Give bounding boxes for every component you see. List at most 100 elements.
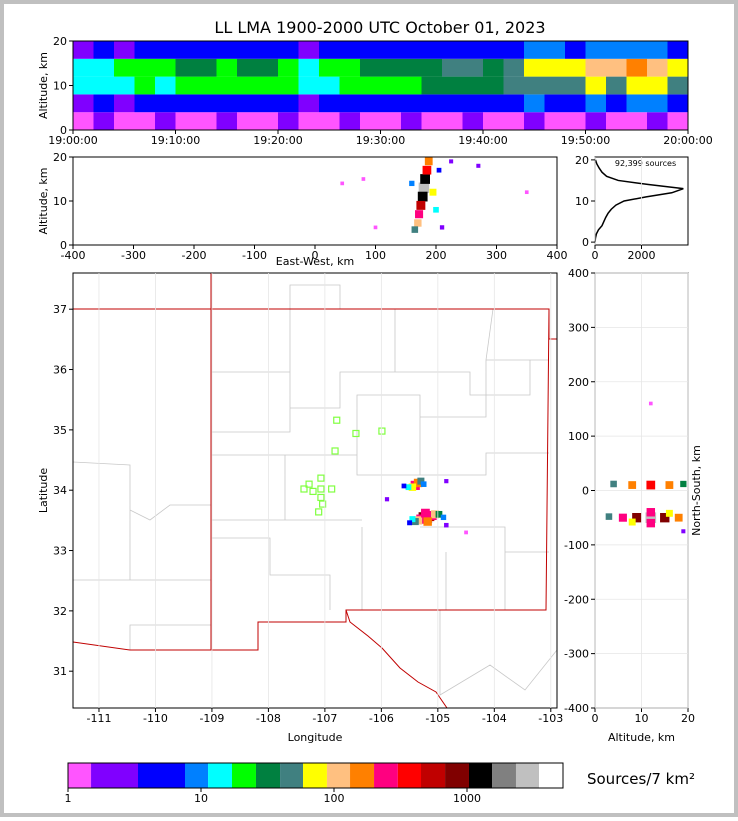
y-tick-label: 37 [53, 303, 67, 316]
source-point [417, 191, 428, 202]
source-point [680, 480, 687, 488]
density-cell [606, 94, 627, 113]
x-tick-label: 19:40:00 [458, 134, 507, 147]
x-tick-label: 400 [547, 249, 568, 262]
colorbar-cell [326, 763, 351, 788]
colorbar-tick-label: 1000 [453, 792, 481, 805]
density-cell [585, 112, 606, 130]
x-tick-label: -400 [61, 249, 86, 262]
x-tick-label: 200 [426, 249, 447, 262]
panel [340, 157, 529, 233]
source-point [433, 206, 439, 213]
station [378, 427, 386, 435]
density-cell [278, 58, 299, 77]
station [352, 429, 360, 438]
panel [605, 401, 687, 534]
colorbar-cell [421, 763, 446, 788]
density-cell [483, 94, 504, 113]
density-cell [278, 41, 299, 59]
source-point [431, 510, 440, 519]
density-cell [524, 58, 545, 77]
density-cell [114, 94, 135, 113]
source-point [646, 508, 656, 517]
density-cell [462, 112, 483, 130]
density-cell [442, 112, 463, 130]
y-tick-label: 31 [53, 665, 67, 678]
density-cell [339, 112, 360, 130]
density-cell [483, 41, 504, 59]
density-cell [606, 41, 627, 59]
y-axis-label: Altitude, km [37, 52, 50, 119]
density-cell [462, 94, 483, 113]
station [333, 416, 341, 424]
colorbar-tick-label: 100 [323, 792, 344, 805]
density-cell [401, 112, 422, 130]
density-cell [626, 112, 647, 130]
station [315, 508, 323, 516]
colorbar-cell [538, 763, 563, 788]
x-tick-label: 20 [681, 712, 695, 725]
y-tick-label: 20 [575, 154, 589, 167]
x-axis-label: Altitude, km [608, 731, 675, 744]
station [305, 480, 313, 488]
density-cell [401, 41, 422, 59]
x-tick-label: 19:30:00 [356, 134, 405, 147]
source-point [417, 477, 425, 485]
density-cell [544, 94, 565, 113]
x-axis-label: Longitude [288, 731, 343, 744]
colorbar-cell [374, 763, 398, 788]
density-cell [73, 94, 94, 113]
density-cell [298, 58, 319, 77]
density-cell [319, 76, 340, 95]
density-cell [339, 58, 360, 77]
density-cell [257, 94, 278, 113]
density-cell [175, 41, 196, 59]
density-cell [216, 112, 237, 130]
station [331, 447, 339, 455]
x-tick-label: 2000 [628, 249, 656, 262]
source-point [439, 225, 445, 230]
source-point [407, 520, 413, 526]
source-point [422, 165, 432, 175]
density-cell [421, 41, 442, 59]
density-cell [647, 76, 668, 95]
y-tick-label: 10 [53, 195, 67, 208]
station [317, 493, 325, 502]
source-point [660, 512, 670, 523]
density-cell [503, 112, 524, 130]
source-point [464, 530, 468, 535]
source-point [405, 484, 412, 491]
y-tick-label: 10 [53, 80, 67, 93]
y-axis-label: Latitude [37, 468, 50, 514]
chart-title: LL LMA 1900-2000 UTC October 01, 2023 [214, 18, 545, 37]
density-cell [175, 112, 196, 130]
density-cell [606, 58, 627, 77]
density-cell [73, 76, 94, 95]
density-cell [93, 112, 114, 130]
density-cell [565, 41, 586, 59]
source-point [645, 512, 657, 524]
y-tick-label: -200 [564, 593, 589, 606]
source-point [411, 226, 419, 233]
source-point [632, 512, 642, 523]
altitude-histogram [594, 159, 684, 243]
x-tick-label: -106 [369, 712, 394, 725]
x-tick-label: 19:10:00 [151, 134, 200, 147]
density-cell [93, 58, 114, 77]
y-tick-label: 32 [53, 605, 67, 618]
station [317, 474, 325, 482]
y-tick-label: 20 [53, 151, 67, 164]
county-lines [73, 284, 557, 696]
density-cell [134, 58, 155, 77]
colorbar-cell [492, 763, 516, 788]
colorbar-cell [184, 763, 209, 788]
density-cell [442, 76, 463, 95]
colorbar-cell [515, 763, 539, 788]
density-cell [565, 112, 586, 130]
density-cell [360, 58, 381, 77]
density-cell [360, 41, 381, 59]
x-tick-label: -300 [121, 249, 146, 262]
density-cell [114, 58, 135, 77]
density-cell [360, 94, 381, 113]
density-cell [421, 112, 442, 130]
